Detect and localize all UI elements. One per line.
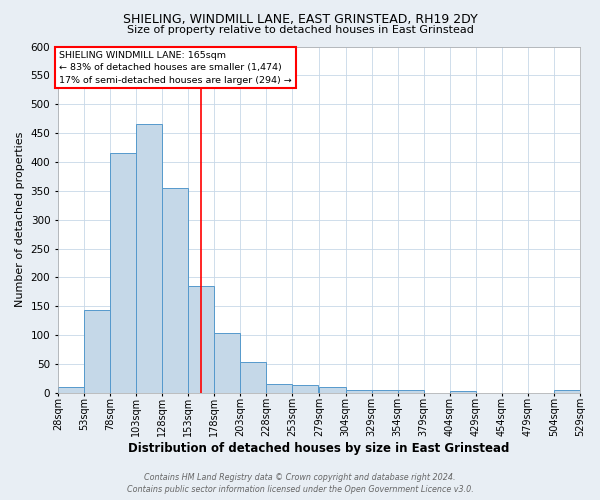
Text: SHIELING WINDMILL LANE: 165sqm
← 83% of detached houses are smaller (1,474)
17% : SHIELING WINDMILL LANE: 165sqm ← 83% of …: [59, 50, 292, 84]
Bar: [214, 334, 240, 393]
Bar: [292, 386, 319, 393]
Bar: [266, 384, 292, 393]
Text: Contains HM Land Registry data © Crown copyright and database right 2024.
Contai: Contains HM Land Registry data © Crown c…: [127, 472, 473, 494]
Bar: [240, 362, 266, 393]
Bar: [110, 154, 136, 393]
Bar: [319, 387, 346, 393]
Y-axis label: Number of detached properties: Number of detached properties: [15, 132, 25, 308]
Bar: [554, 390, 580, 393]
Bar: [346, 390, 371, 393]
Text: Size of property relative to detached houses in East Grinstead: Size of property relative to detached ho…: [127, 25, 473, 35]
Bar: [398, 390, 424, 393]
Bar: [162, 188, 188, 393]
Bar: [450, 390, 476, 393]
Text: SHIELING, WINDMILL LANE, EAST GRINSTEAD, RH19 2DY: SHIELING, WINDMILL LANE, EAST GRINSTEAD,…: [122, 12, 478, 26]
Bar: [136, 124, 162, 393]
Bar: [188, 286, 214, 393]
Bar: [84, 310, 110, 393]
X-axis label: Distribution of detached houses by size in East Grinstead: Distribution of detached houses by size …: [128, 442, 509, 455]
Bar: [371, 390, 398, 393]
Bar: [58, 387, 84, 393]
